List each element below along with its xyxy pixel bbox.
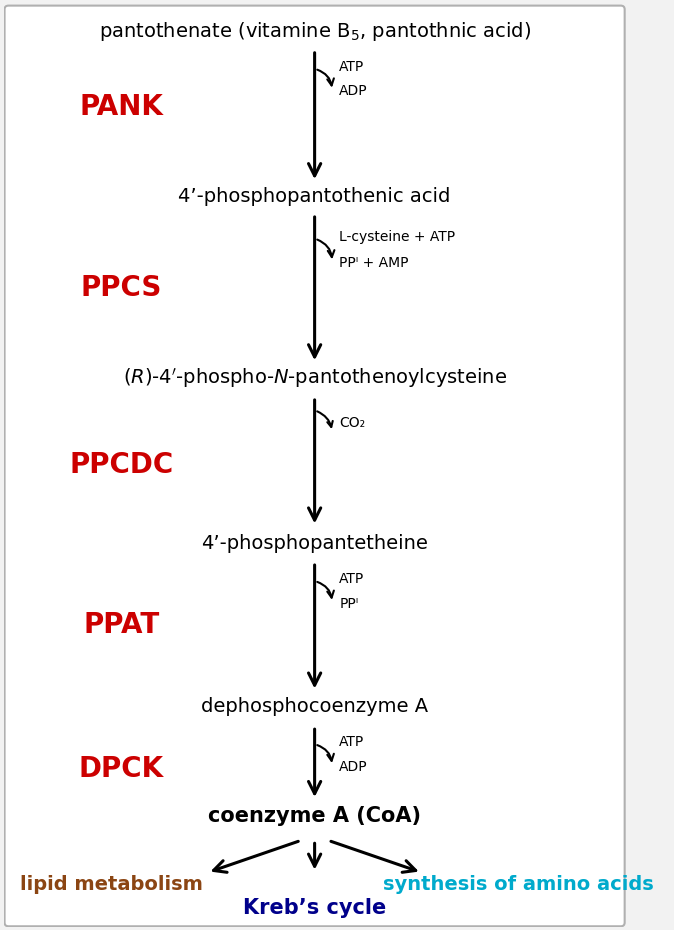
Text: dephosphocoenzyme A: dephosphocoenzyme A	[201, 697, 428, 716]
Text: ATP: ATP	[339, 572, 365, 586]
Text: ADP: ADP	[339, 85, 368, 99]
Text: PANK: PANK	[80, 93, 163, 121]
Text: PPCS: PPCS	[81, 273, 162, 301]
FancyBboxPatch shape	[5, 6, 625, 926]
Text: Kreb’s cycle: Kreb’s cycle	[243, 898, 386, 918]
Text: lipid metabolism: lipid metabolism	[20, 875, 203, 895]
Text: pantothenate (vitamine B$_5$, pantothnic acid): pantothenate (vitamine B$_5$, pantothnic…	[98, 20, 530, 43]
Text: CO₂: CO₂	[339, 416, 365, 430]
Text: 4’-phosphopantothenic acid: 4’-phosphopantothenic acid	[179, 187, 451, 206]
Text: 4’-phosphopantetheine: 4’-phosphopantetheine	[201, 534, 428, 552]
Text: ATP: ATP	[339, 736, 365, 750]
Text: PPCDC: PPCDC	[69, 451, 173, 479]
Text: ATP: ATP	[339, 60, 365, 73]
Text: synthesis of amino acids: synthesis of amino acids	[384, 875, 654, 895]
Text: L-cysteine + ATP: L-cysteine + ATP	[339, 230, 455, 244]
Text: PPᴵ: PPᴵ	[339, 597, 359, 611]
Text: PPAT: PPAT	[83, 611, 160, 639]
Text: $(R)$-4$'$-phospho-$N$-pantothenoylcysteine: $(R)$-4$'$-phospho-$N$-pantothenoylcyste…	[123, 366, 507, 391]
Text: PPᴵ + AMP: PPᴵ + AMP	[339, 256, 408, 270]
Text: DPCK: DPCK	[79, 755, 164, 783]
Text: ADP: ADP	[339, 760, 368, 774]
Text: coenzyme A (CoA): coenzyme A (CoA)	[208, 806, 421, 826]
